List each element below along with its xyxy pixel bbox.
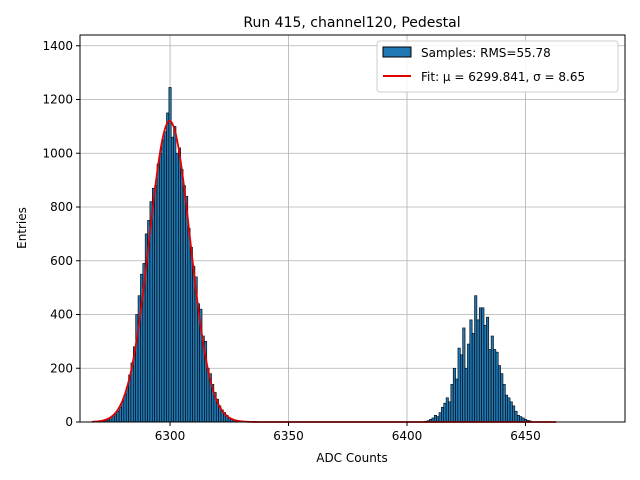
histogram-bar xyxy=(486,316,490,423)
y-axis-label: Entries xyxy=(15,207,29,249)
legend-box xyxy=(376,40,619,93)
plot-frame xyxy=(79,34,626,423)
histogram-bar xyxy=(123,394,127,423)
histogram-bar xyxy=(445,397,449,423)
y-tick-label: 800 xyxy=(50,200,73,214)
histogram-bar xyxy=(151,187,155,423)
histogram-bar xyxy=(121,401,125,423)
y-axis: 0 200 400 600 800 1000 1200 1400 xyxy=(42,39,80,429)
histogram-bar xyxy=(187,228,191,423)
x-tick-label: 6450 xyxy=(510,429,541,443)
x-tick-label: 6400 xyxy=(392,429,423,443)
y-tick-label: 1000 xyxy=(42,146,73,160)
histogram-bar xyxy=(505,394,509,423)
histogram-bar xyxy=(182,185,186,423)
histogram-bar xyxy=(452,367,456,423)
histogram-bar xyxy=(111,416,115,423)
histogram-bar xyxy=(156,163,160,423)
histogram-bar xyxy=(516,414,520,423)
histogram-bar xyxy=(438,412,442,423)
histogram-bar xyxy=(170,136,174,423)
histogram-bar xyxy=(478,307,482,423)
x-tick-label: 6350 xyxy=(273,429,304,443)
histogram-bar xyxy=(180,169,184,423)
histogram-bar xyxy=(514,410,518,423)
histogram-bars xyxy=(102,87,532,423)
histogram-bar xyxy=(450,384,454,423)
histogram-bar xyxy=(490,335,494,423)
legend-fit-label: Fit: μ = 6299.841, σ = 8.65 xyxy=(421,70,585,84)
histogram-bar xyxy=(175,152,179,423)
histogram-bar xyxy=(441,406,445,423)
y-tick-label: 1400 xyxy=(42,39,73,53)
chart-title: Run 415, channel120, Pedestal xyxy=(243,15,460,31)
histogram-bar xyxy=(125,386,129,423)
histogram-bar xyxy=(474,295,478,423)
histogram-bar xyxy=(163,131,167,423)
y-tick-label: 600 xyxy=(50,254,73,268)
x-axis: 6300 6350 6400 6450 xyxy=(155,422,541,443)
histogram-bar xyxy=(512,405,516,423)
histogram-bar xyxy=(471,333,475,423)
histogram-bar xyxy=(178,147,182,423)
histogram-bar xyxy=(483,324,487,423)
histogram-bar xyxy=(509,401,513,423)
x-tick-label: 6300 xyxy=(155,429,186,443)
y-tick-label: 0 xyxy=(65,415,73,429)
legend-samples-swatch xyxy=(382,46,412,58)
x-axis-label: ADC Counts xyxy=(316,451,388,465)
legend: Samples: RMS=55.78 Fit: μ = 6299.841, σ … xyxy=(376,40,619,93)
histogram-bar xyxy=(173,126,177,423)
histogram-bar xyxy=(467,343,471,423)
histogram-bar xyxy=(448,401,452,423)
histogram-bar xyxy=(185,195,189,423)
histogram-bar xyxy=(507,397,511,423)
legend-samples-label: Samples: RMS=55.78 xyxy=(421,46,551,60)
histogram-bar xyxy=(159,152,163,423)
histogram-bar xyxy=(469,319,473,423)
histogram-bar xyxy=(488,349,492,423)
histogram-bar xyxy=(443,402,447,423)
y-tick-label: 400 xyxy=(50,308,73,322)
histogram-bar xyxy=(464,367,468,423)
y-tick-label: 200 xyxy=(50,361,73,375)
histogram-bar xyxy=(433,414,437,423)
histogram-bar xyxy=(161,139,165,423)
histogram-bar xyxy=(154,185,158,423)
y-tick-label: 1200 xyxy=(42,93,73,107)
histogram-bar xyxy=(460,354,463,423)
histogram-bar xyxy=(497,365,501,423)
histogram-bar xyxy=(166,112,170,423)
histogram-bar xyxy=(481,307,485,423)
histogram-bar xyxy=(116,410,120,423)
histogram-bar xyxy=(476,319,480,423)
histogram-bar xyxy=(192,265,196,423)
histogram-bar xyxy=(495,351,499,423)
histogram-bar xyxy=(500,373,504,423)
histogram-bar xyxy=(493,349,497,423)
histogram-bar xyxy=(118,406,122,423)
histogram-bar xyxy=(114,414,118,423)
histogram-bar xyxy=(189,247,193,423)
histogram-bar xyxy=(455,378,459,423)
histogram-bar xyxy=(502,384,506,423)
histogram-bar xyxy=(462,327,466,423)
histogram-bar xyxy=(457,347,461,423)
histogram-bar xyxy=(168,87,172,423)
